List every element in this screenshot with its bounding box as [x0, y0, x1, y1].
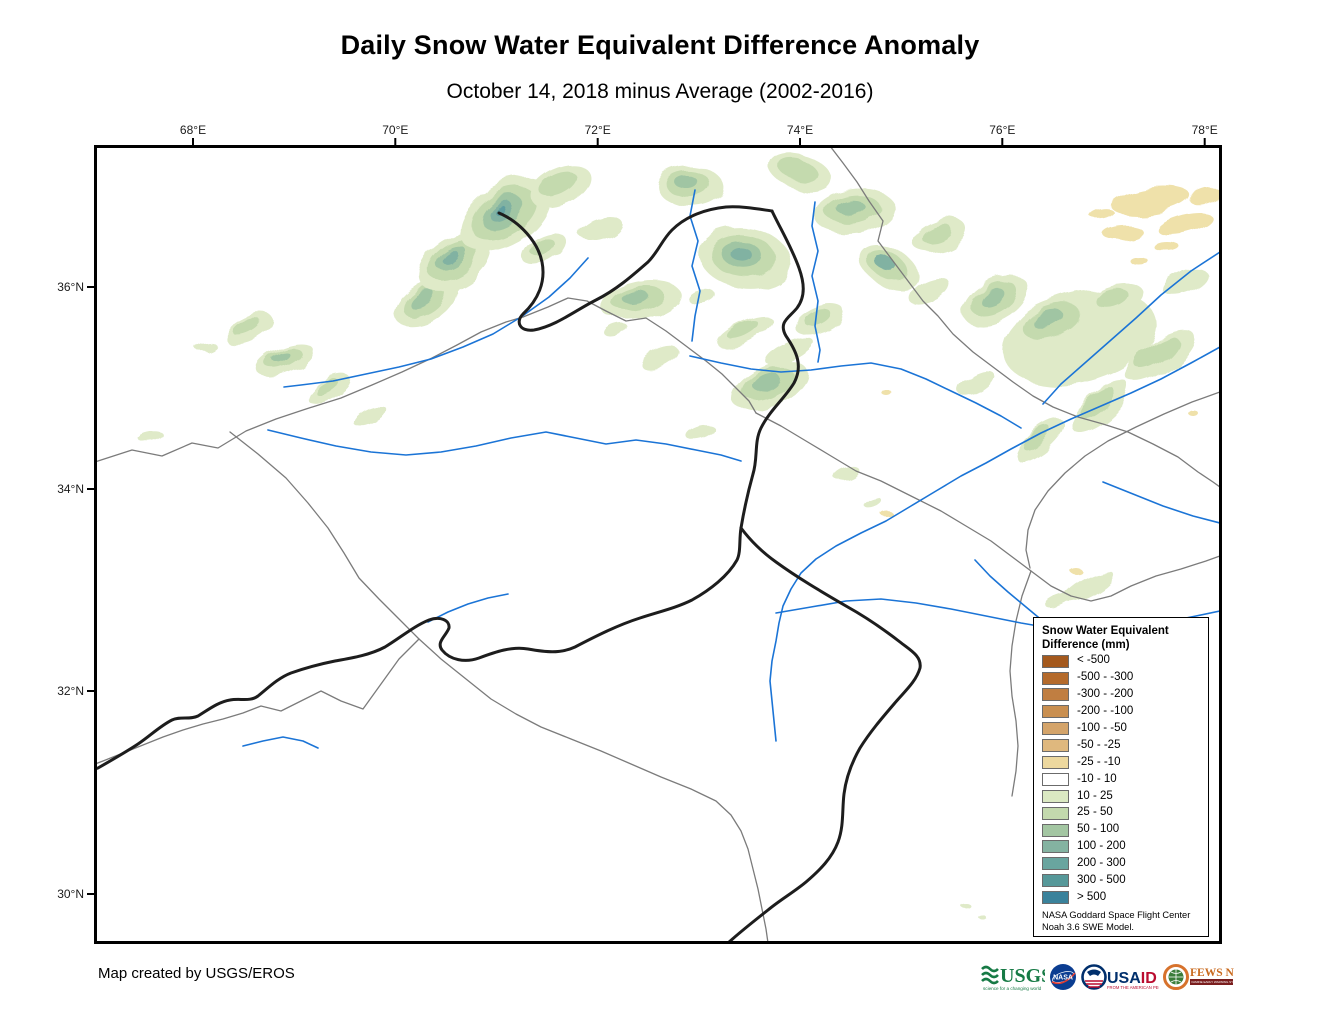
latitude-tick-label: 36°N: [57, 280, 84, 294]
legend-source: NASA Goddard Space Flight Center Noah 3.…: [1042, 910, 1191, 933]
river-layer: [242, 189, 1219, 749]
usaid-logo: USAID FROM THE AMERICAN PEOPLE: [1081, 964, 1159, 990]
map-title: Daily Snow Water Equivalent Difference A…: [340, 30, 980, 60]
legend-row: > 500: [1042, 889, 1202, 906]
legend-label: 10 - 25: [1077, 789, 1113, 802]
latitude-axis: 36°N 34°N 32°N 30°N: [57, 280, 95, 901]
legend-row: 50 - 100: [1042, 822, 1202, 839]
usaid-tagline: FROM THE AMERICAN PEOPLE: [1107, 985, 1159, 990]
legend-row: -10 - 10: [1042, 771, 1202, 788]
legend-row: -25 - -10: [1042, 754, 1202, 771]
legend-label: -10 - 10: [1077, 772, 1117, 785]
fewsnet-wordmark: FEWS NET: [1190, 967, 1234, 979]
usgs-logo: USGS science for a changing world: [981, 965, 1045, 991]
legend-swatch: [1042, 806, 1069, 820]
longitude-tick-label: 70°E: [382, 123, 408, 137]
legend-swatch: [1042, 756, 1069, 770]
legend-row: -200 - -100: [1042, 703, 1202, 720]
swe-negative-anomaly-layer: [879, 185, 1219, 573]
legend-swatch: [1042, 772, 1069, 786]
legend-label: -500 - -300: [1077, 671, 1134, 684]
longitude-tick-label: 72°E: [585, 123, 611, 137]
legend-swatch: [1042, 705, 1069, 719]
legend-row: 25 - 50: [1042, 805, 1202, 822]
legend-row: 100 - 200: [1042, 839, 1202, 856]
legend-label: -25 - -10: [1077, 755, 1121, 768]
logo-strip: USGS science for a changing world NASA U…: [981, 957, 1234, 999]
legend-row: -50 - -25: [1042, 737, 1202, 754]
map-subtitle: October 14, 2018 minus Average (2002-201…: [446, 80, 874, 103]
map-frame-border: [94, 145, 1222, 944]
latitude-tick-label: 32°N: [57, 684, 84, 698]
legend-swatch: [1042, 789, 1069, 803]
legend-row: 10 - 25: [1042, 788, 1202, 805]
admin-boundary-layer: [97, 148, 1219, 941]
legend-label: < -500: [1077, 654, 1110, 667]
legend-rows: < -500 -500 - -300 -300 - -200 -200 - -100 -…: [1042, 653, 1202, 906]
legend-swatch: [1042, 654, 1069, 668]
legend-label: -50 - -25: [1077, 738, 1121, 751]
legend-swatch: [1042, 840, 1069, 854]
latitude-tick-label: 30°N: [57, 887, 84, 901]
legend-label: -300 - -200: [1077, 688, 1134, 701]
legend-label: 300 - 500: [1077, 874, 1126, 887]
legend-label: 50 - 100: [1077, 823, 1120, 836]
longitude-tick-label: 76°E: [989, 123, 1015, 137]
nasa-wordmark: NASA: [1053, 975, 1073, 982]
usgs-wordmark: USGS: [1000, 965, 1045, 987]
longitude-tick-label: 74°E: [787, 123, 813, 137]
legend: Snow Water Equivalent Difference (mm) < …: [1033, 617, 1209, 937]
usaid-wordmark: USAID: [1107, 970, 1157, 987]
fewsnet-banner: [1190, 979, 1233, 985]
longitude-tick-label: 68°E: [180, 123, 206, 137]
legend-label: 100 - 200: [1077, 840, 1126, 853]
legend-label: 200 - 300: [1077, 857, 1126, 870]
usaid-seal: [1081, 964, 1107, 990]
legend-row: < -500: [1042, 653, 1202, 670]
legend-row: -100 - -50: [1042, 720, 1202, 737]
legend-swatch: [1042, 891, 1069, 905]
legend-swatch: [1042, 739, 1069, 753]
swe-positive-anomaly-layer: [137, 152, 1208, 917]
longitude-tick-label: 78°E: [1192, 123, 1218, 137]
legend-title: Snow Water Equivalent Difference (mm): [1042, 625, 1169, 652]
legend-swatch: [1042, 857, 1069, 871]
legend-swatch: [1042, 874, 1069, 888]
legend-swatch: [1042, 823, 1069, 837]
legend-swatch: [1042, 722, 1069, 736]
legend-row: 300 - 500: [1042, 872, 1202, 889]
legend-swatch: [1042, 671, 1069, 685]
usgs-tagline: science for a changing world: [983, 986, 1042, 991]
longitude-axis: 68°E 70°E 72°E 74°E 76°E 78°E: [180, 123, 1218, 146]
legend-row: 200 - 300: [1042, 855, 1202, 872]
legend-row: -500 - -300: [1042, 670, 1202, 687]
legend-label: -100 - -50: [1077, 722, 1127, 734]
country-boundary-layer: [97, 205, 922, 941]
legend-swatch: [1042, 688, 1069, 702]
usgs-wave-icon: [981, 965, 999, 985]
latitude-tick-label: 34°N: [57, 482, 84, 496]
fewsnet-logo: FEWS NET FAMINE EARLY WARNING SYSTEMS NE…: [1163, 964, 1235, 990]
legend-label: > 500: [1077, 890, 1107, 903]
nasa-logo: NASA: [1050, 964, 1076, 990]
legend-label: -200 - -100: [1077, 705, 1134, 718]
fewsnet-tagline: FAMINE EARLY WARNING SYSTEMS NETWORK: [1192, 980, 1235, 984]
credit-text: Map created by USGS/EROS: [98, 965, 295, 982]
legend-row: -300 - -200: [1042, 687, 1202, 704]
legend-label: 25 - 50: [1077, 806, 1113, 819]
